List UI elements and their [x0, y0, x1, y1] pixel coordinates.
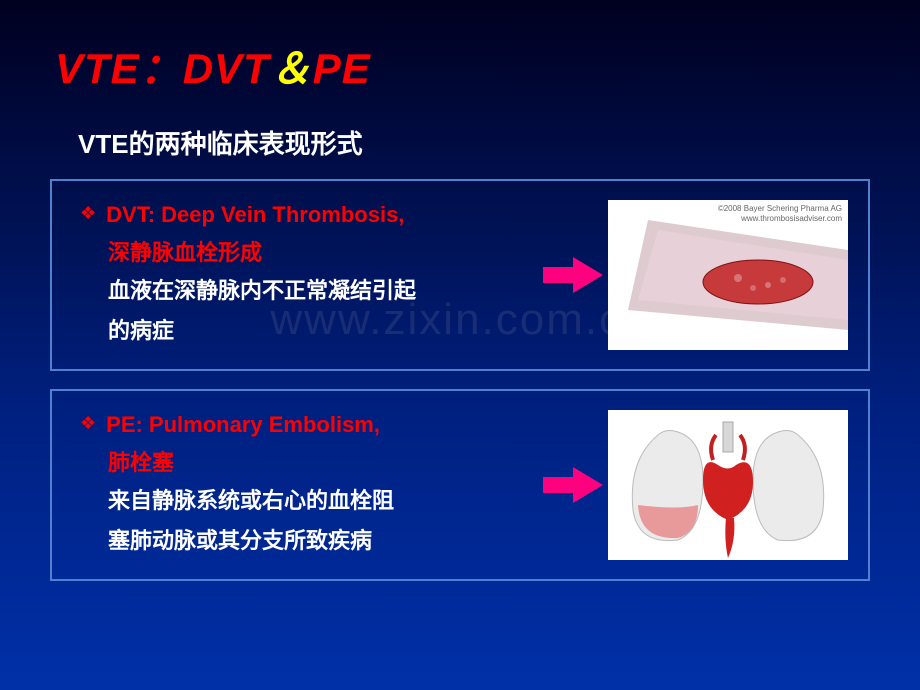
arrow-icon — [543, 467, 603, 503]
arrow-col — [538, 257, 608, 293]
bullet-icon: ❖ — [80, 199, 96, 227]
pe-desc-2: 塞肺动脉或其分支所致疾病 — [80, 521, 538, 561]
pe-image-col — [608, 410, 848, 560]
dvt-image-col: ©2008 Bayer Schering Pharma AG www.throm… — [608, 200, 848, 350]
title-mid: DVT — [183, 45, 270, 92]
slide-subtitle: VTE的两种临床表现形式 — [0, 96, 920, 161]
dvt-image-caption: ©2008 Bayer Schering Pharma AG www.throm… — [718, 204, 842, 224]
dvt-desc-2: 的病症 — [80, 311, 538, 351]
dvt-illustration: ©2008 Bayer Schering Pharma AG www.throm… — [608, 200, 848, 350]
dvt-desc-1: 血液在深静脉内不正常凝结引起 — [80, 271, 538, 311]
dvt-headline-cn: 深静脉血栓形成 — [80, 235, 538, 271]
pe-illustration — [608, 410, 848, 560]
pe-headline-cn: 肺栓塞 — [80, 445, 538, 481]
pe-text: ❖ PE: Pulmonary Embolism, 肺栓塞 来自静脉系统或右心的… — [80, 409, 538, 561]
title-colon: ： — [140, 45, 183, 92]
arrow-col — [538, 467, 608, 503]
pe-card: ❖ PE: Pulmonary Embolism, 肺栓塞 来自静脉系统或右心的… — [50, 389, 870, 581]
arrow-icon — [543, 257, 603, 293]
slide-title: VTE：DVT＆PE — [0, 0, 920, 96]
title-amp: ＆ — [270, 45, 313, 92]
dvt-card: ❖ DVT: Deep Vein Thrombosis, 深静脉血栓形成 血液在… — [50, 179, 870, 371]
pe-headline-en: PE: Pulmonary Embolism, — [106, 409, 380, 441]
bullet-icon: ❖ — [80, 409, 96, 437]
dvt-headline-en: DVT: Deep Vein Thrombosis, — [106, 199, 404, 231]
title-pre: VTE — [55, 45, 140, 92]
dvt-text: ❖ DVT: Deep Vein Thrombosis, 深静脉血栓形成 血液在… — [80, 199, 538, 351]
title-post: PE — [313, 45, 371, 92]
pe-desc-1: 来自静脉系统或右心的血栓阻 — [80, 481, 538, 521]
